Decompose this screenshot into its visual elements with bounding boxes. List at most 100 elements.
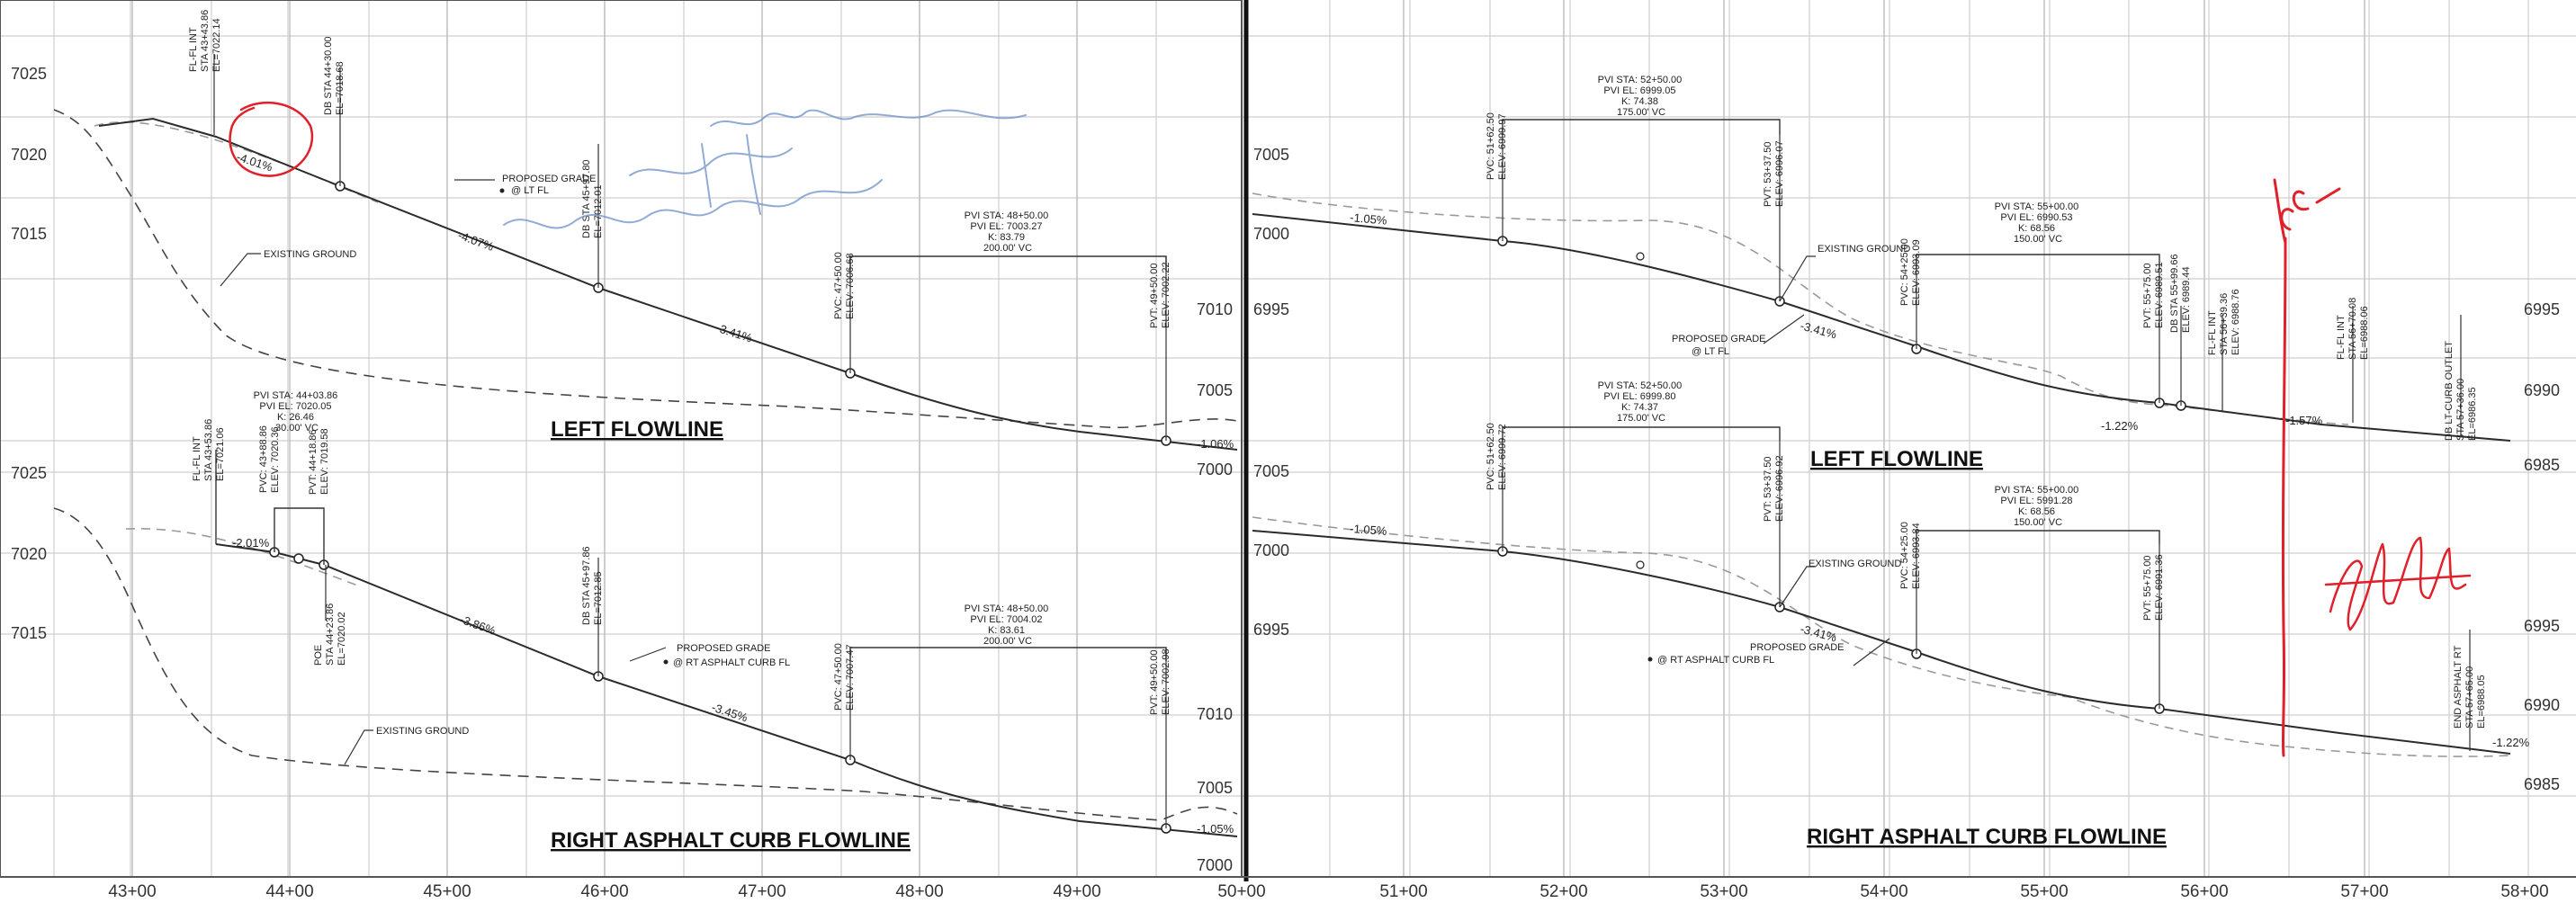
red-signature-markup xyxy=(2324,536,2472,631)
elev-label: 7015 xyxy=(11,624,47,642)
profile-title: RIGHT ASPHALT CURB FLOWLINE xyxy=(1807,825,2167,849)
left-panel-left-flowline: 7025 7020 7015 7010 7005 7000 FL-FL INT … xyxy=(11,10,1238,478)
elev-label: 7000 xyxy=(1253,225,1289,243)
station-label: 44+00 xyxy=(265,882,313,901)
callout-text: PVT: 55+75.00 ELEV: 6989.51 xyxy=(2142,260,2165,328)
proposed-grade-note: PROPOSED GRADE @ LT FL xyxy=(502,174,599,196)
elev-label: 7005 xyxy=(1197,381,1233,399)
elev-label: 7000 xyxy=(1253,541,1289,559)
grade-label: -1.22% xyxy=(2101,419,2139,433)
blue-handwritten-note xyxy=(503,109,1027,229)
grade-label: -1.05% xyxy=(1197,822,1234,836)
callout-text: PVT: 53+37.50 ELEV: 6996.92 xyxy=(1763,453,1785,522)
station-label: 54+00 xyxy=(1860,882,1907,901)
elev-label: 7015 xyxy=(11,225,47,243)
grade-label: -4.01% xyxy=(235,150,274,174)
station-label: 50+00 xyxy=(1217,882,1265,901)
elev-label: 7025 xyxy=(11,65,47,83)
station-label: 55+00 xyxy=(2020,882,2068,901)
elev-label: 7020 xyxy=(11,146,47,164)
grade-label: -2.01% xyxy=(232,536,270,550)
proposed-grade-note: PROPOSED GRADE @ RT ASPHALT CURB FL xyxy=(673,643,790,668)
grade-label: -1.06% xyxy=(1197,437,1234,451)
elev-label: 6995 xyxy=(2524,300,2560,318)
existing-ground-note: EXISTING GROUND xyxy=(264,249,356,260)
callout-text: DB STA 45+97.80 EL=7012.01 xyxy=(581,156,604,238)
grade-label: -1.05% xyxy=(1350,522,1388,538)
station-label: 51+00 xyxy=(1379,882,1427,901)
proposed-grade-note: PROPOSED GRADE @ RT ASPHALT CURB FL xyxy=(1657,642,1847,666)
callout-text: PVC: 43+88.86 ELEV: 7020.36 xyxy=(258,423,281,493)
existing-ground-line xyxy=(1252,192,2349,425)
station-label: 52+00 xyxy=(1539,882,1587,901)
vertical-curve-dimension xyxy=(1502,119,1781,135)
grade-label: -1.57% xyxy=(2285,414,2323,427)
elev-label: 6995 xyxy=(1253,621,1289,639)
callout-text: PVT: 53+37.50 ELEV: 6996.07 xyxy=(1763,139,1785,207)
elev-label: 7005 xyxy=(1197,779,1233,797)
callout-text: PVC: 54+25.00 ELEV: 6993.09 xyxy=(1899,236,1922,306)
red-vertical-markup xyxy=(2281,237,2287,757)
elev-label: 6995 xyxy=(1253,300,1289,318)
elev-label: 6985 xyxy=(2524,456,2560,474)
callout-text: PVC: 51+62.50 ELEV: 6999.97 xyxy=(1485,110,1508,180)
elev-label: 6995 xyxy=(2524,617,2560,635)
station-label: 58+00 xyxy=(2500,882,2548,901)
existing-ground-note: EXISTING GROUND xyxy=(1818,244,1910,255)
profile-title: RIGHT ASPHALT CURB FLOWLINE xyxy=(551,828,911,853)
existing-ground-line xyxy=(53,507,1238,821)
callout-text: DB STA 45+97.86 EL=7012.85 xyxy=(581,543,604,625)
left-panel-right-curb-flowline: 7025 7020 7015 7010 7005 7000 PVI STA: 4… xyxy=(11,390,1238,874)
grade-label: -4.07% xyxy=(456,228,496,254)
pvi-text: PVI STA: 44+03.86 PVI EL: 7020.05 K: 26.… xyxy=(254,390,341,434)
callout-text: PVC: 54+25.00 ELEV: 6993.84 xyxy=(1899,519,1922,589)
proposed-grade-line xyxy=(98,117,1238,451)
vertical-curve-dimension xyxy=(849,647,1167,661)
vertical-curve-dimension xyxy=(1502,426,1781,441)
elev-label: 6985 xyxy=(2524,775,2560,793)
elev-label: 7025 xyxy=(11,464,47,482)
callout-text: FL-FL INT STA 56+70.08 EL=6988.06 xyxy=(2336,295,2370,360)
elev-label: 7020 xyxy=(11,545,47,563)
grade-label: -1.22% xyxy=(2492,736,2530,749)
pvi-text: PVI STA: 52+50.00 PVI EL: 6999.05 K: 74.… xyxy=(1598,75,1685,118)
red-initials-markup xyxy=(2280,187,2341,231)
existing-ground-line xyxy=(53,109,1238,429)
existing-ground-note: EXISTING GROUND xyxy=(376,726,469,737)
elev-label: 6990 xyxy=(2524,696,2560,714)
red-circle-markup xyxy=(229,101,314,177)
station-label: 45+00 xyxy=(423,882,471,901)
elev-label: 6990 xyxy=(2524,381,2560,399)
vertical-curve-dimension xyxy=(1916,530,2160,544)
station-label: 49+00 xyxy=(1053,882,1100,901)
callout-text: PVC: 47+50.00 ELEV: 7007.47 xyxy=(833,640,856,711)
callout-text: FL-FL INT STA 56+39.36 ELEV: 6988.76 xyxy=(2207,289,2241,355)
vertical-curve-dimension xyxy=(849,255,1167,270)
station-label: 46+00 xyxy=(580,882,628,901)
existing-ground-line xyxy=(1252,516,2511,757)
vertical-curve-dimension xyxy=(1916,254,2160,270)
proposed-grade-line xyxy=(1252,530,2511,755)
callout-text: PVC: 51+62.50 ELEV: 6999.72 xyxy=(1485,420,1508,490)
callout-text: POE STA 44+23.86 EL=7020.02 xyxy=(313,601,347,666)
handwritten-markup xyxy=(229,101,2472,757)
callout-text: DB STA 44+30.00 EL=7018.68 xyxy=(323,33,346,115)
grid xyxy=(0,0,2576,881)
callout-text: DB STA 55+99.66 ELEV: 6989.44 xyxy=(2169,251,2192,333)
elev-label: 7010 xyxy=(1197,705,1233,723)
callout-text: FL-FL INT STA 43+53.86 EL=7021.06 xyxy=(192,416,226,481)
pvi-text: PVI STA: 52+50.00 PVI EL: 6999.80 K: 74.… xyxy=(1598,380,1685,424)
station-axis: 43+00 44+00 45+00 46+00 47+00 48+00 49+0… xyxy=(108,882,2548,901)
callout-text: PVT: 44+18.86 ELEV: 7019.58 xyxy=(308,426,330,495)
profile-title: LEFT FLOWLINE xyxy=(1810,447,1983,471)
elev-label: 7010 xyxy=(1197,300,1233,318)
station-label: 48+00 xyxy=(895,882,943,901)
grade-label: -3.41% xyxy=(714,321,754,345)
callout-text: DB LT-CURB OUTLET STA 57+36.00 EL=6986.3… xyxy=(2444,338,2478,441)
station-label: 57+00 xyxy=(2340,882,2388,901)
pvi-text: PVI STA: 55+00.00 PVI EL: 5991.28 K: 68.… xyxy=(1995,485,2082,528)
grade-point xyxy=(1636,560,1645,569)
callout-text: END ASPHALT RT STA 57+65.00 EL=6988.05 xyxy=(2453,643,2487,729)
